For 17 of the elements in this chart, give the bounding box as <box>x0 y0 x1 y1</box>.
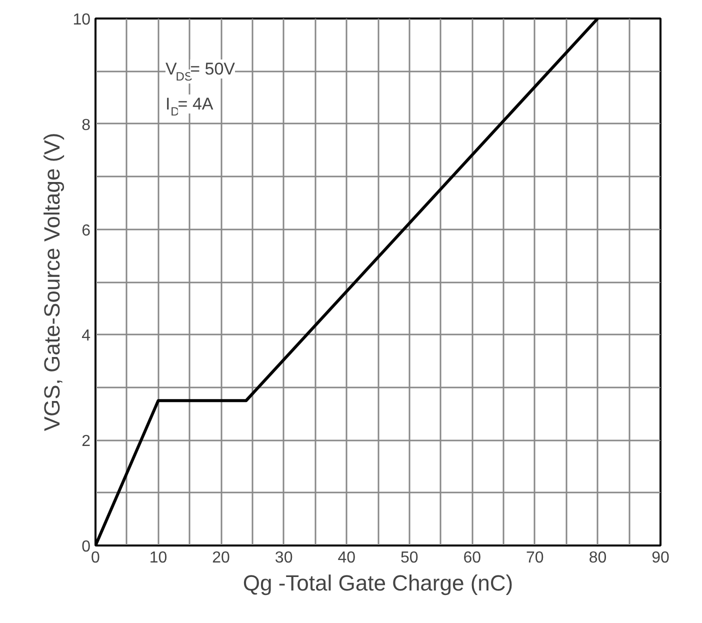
y-tick-label: 4 <box>82 328 91 345</box>
x-tick-label: 10 <box>149 550 168 566</box>
y-tick-label: 0 <box>82 538 91 556</box>
x-tick-label: 50 <box>400 550 418 566</box>
x-tick-label: 20 <box>212 550 230 566</box>
x-tick-label: 60 <box>463 550 482 566</box>
y-tick-label: 8 <box>82 116 91 134</box>
x-axis-title: Qg -Total Gate Charge (nC) <box>242 570 514 596</box>
y-tick-label: 6 <box>82 222 91 240</box>
x-tick-label: 30 <box>274 550 293 566</box>
y-tick-label: 2 <box>82 433 91 450</box>
x-tick-label: 40 <box>338 550 356 566</box>
y-axis-title: VGS, Gate-Source Voltage (V) <box>40 132 65 432</box>
x-tick-label: 90 <box>652 550 670 566</box>
x-tick-label: 70 <box>526 550 544 566</box>
y-tick-label: 10 <box>72 12 91 28</box>
x-tick-label: 80 <box>588 550 607 566</box>
